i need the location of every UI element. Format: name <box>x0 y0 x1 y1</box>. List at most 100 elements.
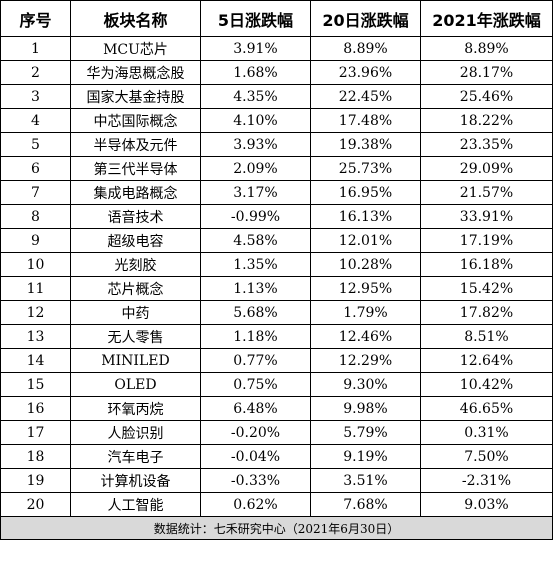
cell-20day-change: 12.01% <box>310 228 421 253</box>
cell-5day-change: 0.75% <box>200 372 311 397</box>
table-row: 10 光刻胶 1.35% 10.28% 16.18% <box>0 252 553 277</box>
header-index: 序号 <box>0 0 71 37</box>
cell-index: 3 <box>0 84 71 109</box>
cell-20day-change: 9.19% <box>310 444 421 469</box>
cell-2021-change: 9.03% <box>420 492 553 517</box>
table-row: 9 超级电容 4.58% 12.01% 17.19% <box>0 228 553 253</box>
cell-2021-change: 12.64% <box>420 348 553 373</box>
header-row: 序号 板块名称 5日涨跌幅 20日涨跌幅 2021年涨跌幅 <box>0 0 553 37</box>
cell-sector-name: 中芯国际概念 <box>70 108 201 133</box>
cell-20day-change: 9.98% <box>310 396 421 421</box>
table-row: 14 MINILED 0.77% 12.29% 12.64% <box>0 348 553 373</box>
table-row: 18 汽车电子 -0.04% 9.19% 7.50% <box>0 444 553 469</box>
cell-20day-change: 8.89% <box>310 36 421 61</box>
cell-5day-change: 2.09% <box>200 156 311 181</box>
cell-index: 10 <box>0 252 71 277</box>
cell-sector-name: 超级电容 <box>70 228 201 253</box>
cell-sector-name: OLED <box>70 372 201 397</box>
cell-sector-name: 半导体及元件 <box>70 132 201 157</box>
table-row: 1 MCU芯片 3.91% 8.89% 8.89% <box>0 36 553 61</box>
table-row: 2 华为海思概念股 1.68% 23.96% 28.17% <box>0 60 553 85</box>
cell-20day-change: 12.46% <box>310 324 421 349</box>
header-5day-change: 5日涨跌幅 <box>200 0 311 37</box>
cell-index: 14 <box>0 348 71 373</box>
cell-sector-name: 人脸识别 <box>70 420 201 445</box>
cell-index: 13 <box>0 324 71 349</box>
cell-20day-change: 1.79% <box>310 300 421 325</box>
cell-5day-change: 4.58% <box>200 228 311 253</box>
table-row: 8 语音技术 -0.99% 16.13% 33.91% <box>0 204 553 229</box>
cell-5day-change: 4.35% <box>200 84 311 109</box>
data-source-note: 数据统计：七禾研究中心（2021年6月30日） <box>0 516 553 540</box>
cell-2021-change: 10.42% <box>420 372 553 397</box>
cell-2021-change: 28.17% <box>420 60 553 85</box>
cell-20day-change: 16.95% <box>310 180 421 205</box>
cell-2021-change: 23.35% <box>420 132 553 157</box>
cell-index: 17 <box>0 420 71 445</box>
cell-20day-change: 17.48% <box>310 108 421 133</box>
cell-sector-name: 国家大基金持股 <box>70 84 201 109</box>
cell-20day-change: 5.79% <box>310 420 421 445</box>
cell-sector-name: 无人零售 <box>70 324 201 349</box>
cell-5day-change: 0.62% <box>200 492 311 517</box>
cell-2021-change: 7.50% <box>420 444 553 469</box>
table-footer: 数据统计：七禾研究中心（2021年6月30日） <box>0 516 553 540</box>
cell-20day-change: 25.73% <box>310 156 421 181</box>
cell-sector-name: 第三代半导体 <box>70 156 201 181</box>
header-2021-change: 2021年涨跌幅 <box>420 0 553 37</box>
cell-index: 18 <box>0 444 71 469</box>
cell-sector-name: 华为海思概念股 <box>70 60 201 85</box>
cell-5day-change: 1.18% <box>200 324 311 349</box>
cell-index: 8 <box>0 204 71 229</box>
footer-row: 数据统计：七禾研究中心（2021年6月30日） <box>0 516 553 540</box>
table-row: 20 人工智能 0.62% 7.68% 9.03% <box>0 492 553 517</box>
cell-2021-change: 18.22% <box>420 108 553 133</box>
cell-5day-change: -0.33% <box>200 468 311 493</box>
cell-sector-name: 计算机设备 <box>70 468 201 493</box>
table-row: 7 集成电路概念 3.17% 16.95% 21.57% <box>0 180 553 205</box>
table-row: 11 芯片概念 1.13% 12.95% 15.42% <box>0 276 553 301</box>
cell-sector-name: 中药 <box>70 300 201 325</box>
cell-sector-name: 人工智能 <box>70 492 201 517</box>
cell-20day-change: 3.51% <box>310 468 421 493</box>
cell-20day-change: 7.68% <box>310 492 421 517</box>
cell-20day-change: 23.96% <box>310 60 421 85</box>
table-row: 15 OLED 0.75% 9.30% 10.42% <box>0 372 553 397</box>
cell-index: 12 <box>0 300 71 325</box>
cell-2021-change: 16.18% <box>420 252 553 277</box>
table-row: 4 中芯国际概念 4.10% 17.48% 18.22% <box>0 108 553 133</box>
cell-20day-change: 22.45% <box>310 84 421 109</box>
cell-index: 15 <box>0 372 71 397</box>
cell-sector-name: MCU芯片 <box>70 36 201 61</box>
sector-performance-table: 序号 板块名称 5日涨跌幅 20日涨跌幅 2021年涨跌幅 1 MCU芯片 3.91… <box>0 0 553 540</box>
cell-2021-change: 46.65% <box>420 396 553 421</box>
cell-sector-name: 语音技术 <box>70 204 201 229</box>
cell-index: 6 <box>0 156 71 181</box>
cell-index: 2 <box>0 60 71 85</box>
cell-index: 11 <box>0 276 71 301</box>
cell-2021-change: 8.89% <box>420 36 553 61</box>
cell-2021-change: 17.82% <box>420 300 553 325</box>
cell-index: 7 <box>0 180 71 205</box>
cell-2021-change: 21.57% <box>420 180 553 205</box>
cell-5day-change: 1.68% <box>200 60 311 85</box>
cell-2021-change: 33.91% <box>420 204 553 229</box>
cell-2021-change: -2.31% <box>420 468 553 493</box>
table-row: 13 无人零售 1.18% 12.46% 8.51% <box>0 324 553 349</box>
table-row: 16 环氧丙烷 6.48% 9.98% 46.65% <box>0 396 553 421</box>
cell-5day-change: 3.17% <box>200 180 311 205</box>
cell-2021-change: 15.42% <box>420 276 553 301</box>
cell-5day-change: 1.13% <box>200 276 311 301</box>
header-20day-change: 20日涨跌幅 <box>310 0 421 37</box>
table-body: 1 MCU芯片 3.91% 8.89% 8.89% 2 华为海思概念股 1.68% 23.96%… <box>0 36 553 517</box>
cell-5day-change: -0.04% <box>200 444 311 469</box>
cell-sector-name: 芯片概念 <box>70 276 201 301</box>
table-header: 序号 板块名称 5日涨跌幅 20日涨跌幅 2021年涨跌幅 <box>0 0 553 37</box>
table-row: 19 计算机设备 -0.33% 3.51% -2.31% <box>0 468 553 493</box>
cell-sector-name: MINILED <box>70 348 201 373</box>
table-row: 17 人脸识别 -0.20% 5.79% 0.31% <box>0 420 553 445</box>
cell-2021-change: 17.19% <box>420 228 553 253</box>
cell-sector-name: 汽车电子 <box>70 444 201 469</box>
cell-20day-change: 10.28% <box>310 252 421 277</box>
cell-20day-change: 9.30% <box>310 372 421 397</box>
